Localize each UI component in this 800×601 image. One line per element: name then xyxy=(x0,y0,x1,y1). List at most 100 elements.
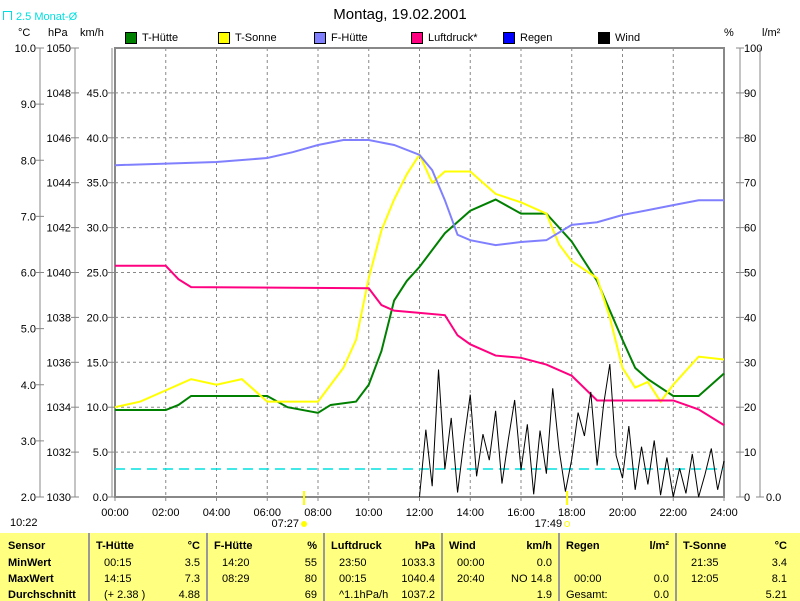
x-tick-label: 22:00 xyxy=(659,507,687,519)
humidity-tick-label: 90 xyxy=(744,88,756,100)
wind-tick-label: 30.0 xyxy=(87,223,108,235)
wind-tick-label: 20.0 xyxy=(87,312,108,324)
row-label: MinWert xyxy=(8,557,52,569)
pressure-tick-label: 1042 xyxy=(47,223,71,235)
wind-tick-label: 25.0 xyxy=(87,268,108,280)
series-fhtte-line xyxy=(114,139,724,247)
x-tick-label: 04:00 xyxy=(203,507,231,519)
column-header: F-Hütte xyxy=(214,540,253,552)
pressure-tick-label: 1036 xyxy=(47,357,71,369)
cell-time: 00:15 xyxy=(104,557,132,569)
cell-value: 0.0 xyxy=(536,557,552,569)
cell-time: 21:35 xyxy=(691,557,719,569)
temp-tick-label: 4.0 xyxy=(21,380,36,392)
pressure-tick-label: 1030 xyxy=(47,492,71,504)
cell-time: Gesamt: xyxy=(566,589,608,601)
humidity-tick-label: 0 xyxy=(744,492,750,504)
sunrise-icon xyxy=(301,521,308,527)
cell-value: 4.88 xyxy=(178,589,200,601)
wind-tick-label: 10.0 xyxy=(87,402,108,414)
wind-unit: km/h xyxy=(80,27,104,39)
average-label: 2.5 Monat-Ø xyxy=(16,11,78,23)
humidity-tick-label: 10 xyxy=(744,447,756,459)
temp-tick-label: 6.0 xyxy=(21,268,36,280)
legend-item: T-Hütte xyxy=(125,32,178,44)
series-luftdruck-line xyxy=(115,264,725,427)
cell-time: (+ 2.38 ) xyxy=(104,589,146,601)
legend-label: T-Sonne xyxy=(235,32,277,44)
legend-label: Luftdruck* xyxy=(428,32,478,44)
temp-tick-label: 7.0 xyxy=(21,211,36,223)
cell-time: ^1.1hPa/h xyxy=(339,589,389,601)
wind-tick-label: 5.0 xyxy=(93,447,108,459)
column-luftdruck: Luftdruck hPa 23:50 1033.3 00:15 1040.4 ^1.1hP… xyxy=(323,533,443,601)
cell-value: 55 xyxy=(304,557,317,569)
temp-tick-label: 10.0 xyxy=(15,43,36,55)
temp-tick-label: 8.0 xyxy=(21,155,36,167)
x-tick-label: 12:00 xyxy=(406,507,434,519)
cell-value: 0.0 xyxy=(653,573,669,585)
column-unit: °C xyxy=(774,540,787,552)
cell-time: 14:15 xyxy=(104,573,132,585)
x-tick-label: 18:00 xyxy=(558,507,586,519)
pressure-tick-label: 1032 xyxy=(47,447,71,459)
cell-time: 00:15 xyxy=(339,573,367,585)
legend-label: Wind xyxy=(615,32,641,44)
cell-value: 5.21 xyxy=(765,589,787,601)
legend-swatch xyxy=(218,32,230,44)
legend-swatch xyxy=(125,32,137,44)
legend-label: Regen xyxy=(520,32,553,44)
humidity-tick-label: 40 xyxy=(744,312,756,324)
column-t-huette: T-Hütte °C 00:15 3.5 14:15 7.3 (+ 2.38 ) 4.88 xyxy=(88,533,208,601)
cell-time: 23:50 xyxy=(339,557,367,569)
x-tick-label: 20:00 xyxy=(609,507,637,519)
pressure-tick-label: 1040 xyxy=(47,268,71,280)
x-tick-label: 14:00 xyxy=(456,507,484,519)
legend-item: Wind xyxy=(598,32,640,44)
cell-time: 00:00 xyxy=(457,557,485,569)
humidity-tick-label: 30 xyxy=(744,357,756,369)
column-header: T-Sonne xyxy=(683,540,727,552)
row-label: Durchschnitt xyxy=(8,589,76,601)
column-header: T-Hütte xyxy=(96,540,134,552)
column-header: Wind xyxy=(449,540,476,552)
humidity-tick-label: 80 xyxy=(744,133,756,145)
pressure-unit: hPa xyxy=(48,27,68,39)
pressure-tick-label: 1044 xyxy=(47,178,71,190)
column-sensor: Sensor MinWert MaxWert Durchschnitt xyxy=(0,533,88,601)
humidity-tick-label: 70 xyxy=(744,178,756,190)
legend-label: F-Hütte xyxy=(331,32,368,44)
cell-value: 80 xyxy=(304,573,317,585)
cell-value: 1040.4 xyxy=(401,573,435,585)
column-unit: % xyxy=(307,540,317,552)
temp-tick-label: 9.0 xyxy=(21,99,36,111)
column-unit: hPa xyxy=(414,540,435,552)
checkbox-icon xyxy=(3,11,12,20)
wind-tick-label: 35.0 xyxy=(87,178,108,190)
rain-unit: l/m² xyxy=(762,27,781,39)
legend-swatch xyxy=(598,32,610,44)
legend-item: T-Sonne xyxy=(218,32,277,44)
series-tsonne-line xyxy=(114,152,725,409)
wind-tick-label: 45.0 xyxy=(87,88,108,100)
legend-item: F-Hütte xyxy=(314,32,368,44)
wind-tick-label: 15.0 xyxy=(87,357,108,369)
cell-value: 7.3 xyxy=(184,573,200,585)
row-label: MaxWert xyxy=(8,573,54,585)
legend-item: Luftdruck* xyxy=(411,32,478,44)
temp-unit: °C xyxy=(18,27,31,39)
sunset-time: 17:49 xyxy=(535,518,563,530)
wind-tick-label: 40.0 xyxy=(87,133,108,145)
temp-tick-label: 5.0 xyxy=(21,324,36,336)
x-tick-label: 02:00 xyxy=(152,507,180,519)
page-title: Montag, 19.02.2001 xyxy=(333,6,467,23)
x-tick-label: 10:00 xyxy=(355,507,383,519)
series-wind-line xyxy=(419,364,725,498)
column-wind: Wind km/h 00:00 0.0 20:40 NO 14.8 1.9 xyxy=(441,533,560,601)
x-tick-label: 24:00 xyxy=(710,507,738,519)
humidity-tick-label: 20 xyxy=(744,402,756,414)
cell-value: 8.1 xyxy=(771,573,787,585)
average-toggle[interactable]: 2.5 Monat-Ø xyxy=(3,11,77,23)
x-tick-label: 06:00 xyxy=(253,507,281,519)
legend-swatch xyxy=(314,32,326,44)
